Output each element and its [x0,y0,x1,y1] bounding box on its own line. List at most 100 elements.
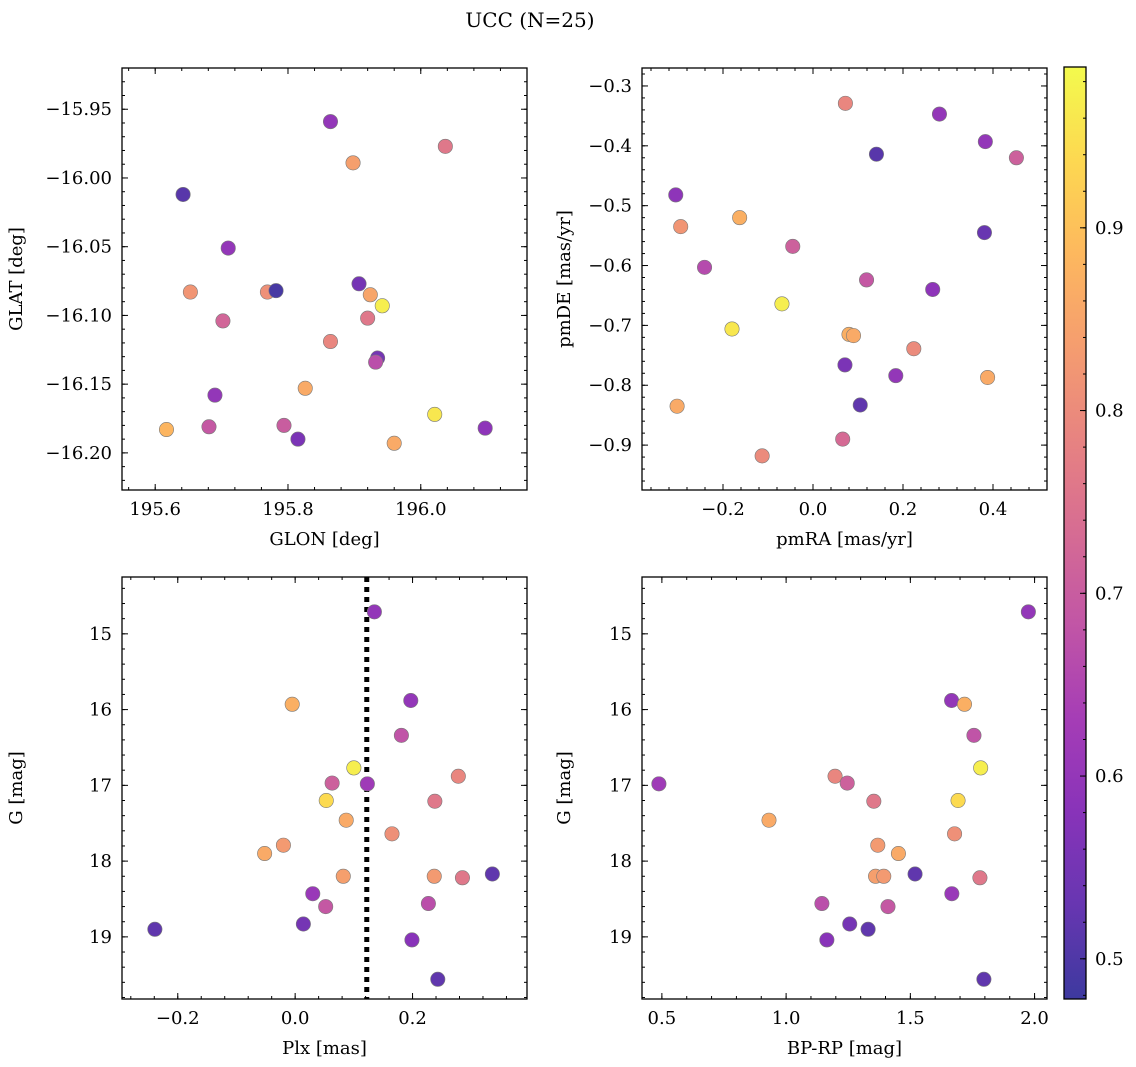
colorbar-tick-label: 0.6 [1095,766,1124,787]
y-tick-label: −0.3 [588,76,632,97]
y-tick-label: −15.95 [45,99,112,120]
panel-3: −0.2 0.0 0.2 15 16 17 18 19 Plx [mas] G [mag] [6,576,528,1059]
x-axis-label: GLON [deg] [269,529,379,550]
axes-frame [641,67,1048,491]
y-tick-label: −0.6 [588,256,632,277]
data-point [158,422,174,438]
x-tick-label: 195.6 [129,499,181,520]
data-point [868,146,884,162]
y-tick-label: −0.5 [588,196,632,217]
data-point [362,287,378,303]
data-point [976,971,992,987]
x-tick-label: 0.5 [648,1008,677,1029]
y-axis-label: G [mag] [554,751,575,824]
data-point [785,238,801,254]
x-tick-label: −0.2 [701,499,745,520]
data-point [876,868,892,884]
data-point [668,187,684,203]
data-point [669,398,685,414]
y-tick-label: −16.05 [45,237,112,258]
data-point [947,826,963,842]
y-tick-label: 19 [609,927,632,948]
x-axis-label: Plx [mas] [282,1038,367,1059]
x-tick-label: 0.2 [398,1008,427,1029]
data-point [754,448,770,464]
data-point [366,604,382,620]
data-point [359,776,375,792]
panel-4: 0.5 1.0 1.5 2.0 15 16 17 18 19 BP-RP [mag] G [mag] [554,576,1049,1059]
data-point [837,95,853,111]
data-point [384,826,400,842]
y-tick-label: −16.15 [45,374,112,395]
data-point [845,328,861,344]
colorbar-tick-label: 0.9 [1095,218,1124,239]
data-point [1020,604,1036,620]
y-tick-label: 16 [609,700,632,721]
panels: 195.6 195.8 196.0 −15.95 −16.00 −16.05 −16.10 −… [6,67,1049,1059]
ticks [122,67,528,490]
panel-1: 195.6 195.8 196.0 −15.95 −16.00 −16.05 −16.10 −… [6,67,528,550]
data-point [931,106,947,122]
y-axis-label: pmDE [mas/yr] [554,210,575,348]
colorbar-tick-label: 0.7 [1095,583,1124,604]
y-tick-label: −0.8 [588,375,632,396]
colorbar-tick-label: 0.5 [1095,949,1124,970]
data-point [257,846,273,862]
data-point [318,899,334,915]
data-point [944,692,960,708]
data-point [276,417,292,433]
data-point [839,775,855,791]
points [158,114,493,451]
data-point [426,868,442,884]
data-point [976,225,992,241]
data-point [403,692,419,708]
data-point [835,431,851,447]
data-point [393,727,409,743]
data-point [275,837,291,853]
y-tick-label: 15 [609,624,632,645]
axes-frame [121,67,528,491]
y-tick-label: 18 [89,851,112,872]
data-point [866,793,882,809]
data-point [732,210,748,226]
y-axis-label: GLAT [deg] [6,227,27,331]
data-point [774,296,790,312]
data-point [420,896,436,912]
y-tick-label: 19 [89,927,112,948]
data-point [697,259,713,275]
data-point [220,240,236,256]
data-point [972,870,988,886]
data-point [454,870,470,886]
points [651,604,1036,987]
y-tick-label: 15 [89,624,112,645]
data-point [842,916,858,932]
data-point [290,431,306,447]
data-point [859,272,875,288]
data-point [368,354,384,370]
data-point [880,899,896,915]
data-point [860,921,876,937]
data-point [450,768,466,784]
data-point [980,369,996,385]
data-point [906,341,922,357]
data-point [427,406,443,422]
colorbar-tick-label: 0.8 [1095,401,1124,422]
data-point [852,397,868,413]
panel-2: −0.2 0.0 0.2 0.4 −0.3 −0.4 −0.5 −0.6 −0.7 −0.8 −0.… [554,67,1048,550]
y-tick-label: −0.7 [588,315,632,336]
data-point [966,727,982,743]
y-tick-label: 17 [609,775,632,796]
data-point [477,420,493,436]
data-point [284,696,300,712]
data-point [324,775,340,791]
axes-frame [641,576,1048,1000]
x-axis-label: pmRA [mas/yr] [776,529,913,550]
data-point [201,419,217,435]
y-tick-label: −16.00 [45,168,112,189]
data-point [1008,150,1024,166]
data-point [827,768,843,784]
x-tick-label: 1.0 [772,1008,801,1029]
x-tick-label: −0.2 [156,1008,200,1029]
data-point [215,313,231,329]
points [147,604,500,987]
